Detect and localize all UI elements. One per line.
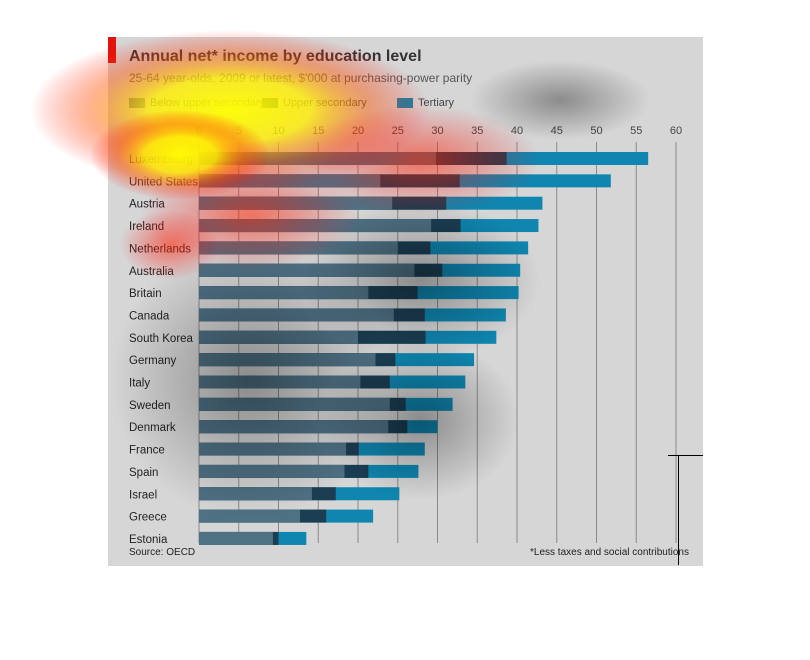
category-label: Estonia <box>129 534 168 546</box>
x-tick-label: 5 <box>236 125 242 137</box>
x-tick-label: 55 <box>630 125 642 137</box>
bar-below-upper-secondary <box>199 308 394 322</box>
cursor-line <box>668 455 703 456</box>
x-tick-label: 50 <box>590 125 602 137</box>
category-label: Britain <box>129 288 162 300</box>
x-tick-label: 35 <box>471 125 483 137</box>
bar-below-upper-secondary <box>199 397 390 411</box>
footnote: *Less taxes and social contributions <box>530 547 689 558</box>
category-label: Austria <box>129 199 165 211</box>
bar-below-upper-secondary <box>199 509 300 523</box>
category-label: Spain <box>129 467 158 479</box>
bar-below-upper-secondary <box>199 330 358 344</box>
bar-below-upper-secondary <box>199 174 381 188</box>
category-label: Germany <box>129 355 177 367</box>
cursor-line <box>678 455 679 565</box>
category-label: Australia <box>129 266 174 278</box>
bar-below-upper-secondary <box>199 375 361 389</box>
x-tick-label: 10 <box>272 125 284 137</box>
bar-below-upper-secondary <box>199 420 389 434</box>
x-tick-label: 45 <box>551 125 563 137</box>
bar-below-upper-secondary <box>199 263 415 277</box>
category-label: France <box>129 445 165 457</box>
category-label: Canada <box>129 310 170 322</box>
category-label: Greece <box>129 512 167 524</box>
bar-below-upper-secondary <box>199 531 273 545</box>
x-tick-label: 15 <box>312 125 324 137</box>
category-label: Denmark <box>129 422 176 434</box>
x-tick-label: 25 <box>392 125 404 137</box>
source-note: Source: OECD <box>129 547 196 558</box>
category-label: Sweden <box>129 400 171 412</box>
bar-below-upper-secondary <box>199 152 436 165</box>
category-label: Ireland <box>129 221 164 233</box>
x-tick-label: 30 <box>431 125 443 137</box>
category-label: United States <box>129 176 198 188</box>
x-tick-label: 60 <box>670 125 682 137</box>
category-label: Netherlands <box>129 243 191 255</box>
category-label: Luxembourg <box>129 154 193 166</box>
bar-below-upper-secondary <box>199 241 398 255</box>
x-tick-label: 20 <box>352 125 364 137</box>
bar-below-upper-secondary <box>199 219 432 233</box>
bar-below-upper-secondary <box>199 442 347 456</box>
bar-below-upper-secondary <box>199 487 312 501</box>
bar-below-upper-secondary <box>199 464 345 478</box>
bar-below-upper-secondary <box>199 196 393 210</box>
category-label: Israel <box>129 489 157 501</box>
x-tick-label: 40 <box>511 125 523 137</box>
x-tick-label: 0 <box>196 125 202 137</box>
category-label: South Korea <box>129 333 194 345</box>
category-label: Italy <box>129 378 150 390</box>
bar-below-upper-secondary <box>199 353 376 367</box>
bar-below-upper-secondary <box>199 286 369 300</box>
